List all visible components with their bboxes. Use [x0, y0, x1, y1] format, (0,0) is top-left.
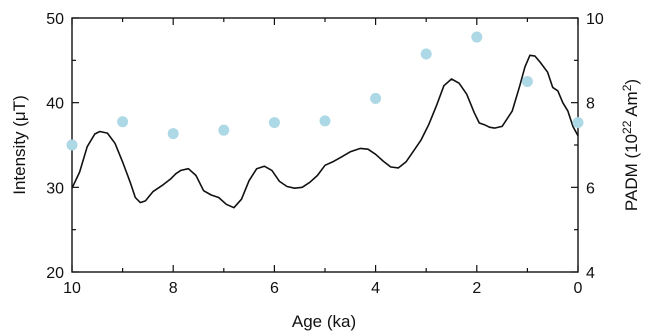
labels: Age (ka) Intensity (μT) PADM (1022 Am2): [10, 79, 641, 331]
y-axis-right-label: PADM (1022 Am2): [620, 79, 641, 211]
y-axis-right-label-unit: Am: [622, 91, 641, 120]
y-left-tick-label: 30: [46, 180, 64, 197]
padm-point: [117, 116, 129, 128]
y-left-tick-label: 50: [46, 11, 64, 28]
x-tick-label: 0: [574, 280, 583, 297]
marks: [66, 31, 584, 209]
x-tick-label: 6: [270, 280, 279, 297]
padm-point: [471, 31, 483, 43]
x-tick-label: 2: [472, 280, 481, 297]
padm-point: [370, 92, 382, 104]
padm-point: [167, 128, 179, 140]
padm-point: [268, 117, 280, 129]
axes: [71, 17, 579, 273]
x-tick-label: 4: [371, 280, 380, 297]
y-axis-left-label: Intensity (μT): [10, 95, 29, 195]
padm-point: [420, 48, 432, 60]
x-axis-label: Age (ka): [292, 312, 356, 331]
padm-point: [319, 115, 331, 127]
x-tick-label: 8: [169, 280, 178, 297]
y-right-tick-label: 8: [586, 96, 595, 113]
plot-frame: [71, 17, 579, 273]
y-right-tick-label: 10: [586, 11, 604, 28]
y-left-tick-label: 40: [46, 96, 64, 113]
padm-point: [218, 124, 230, 136]
y-axis-right-label-unit-exp: 2: [620, 84, 634, 91]
padm-point: [521, 76, 533, 87]
padm-point: [572, 117, 584, 129]
x-tick-label: 10: [63, 280, 81, 297]
padm-point: [66, 139, 78, 151]
y-axis-right-label-close: ): [622, 79, 641, 85]
y-right-tick-label: 4: [586, 265, 595, 282]
y-axis-right-label-exp: 22: [620, 120, 634, 134]
intensity-line: [71, 54, 579, 209]
y-axis-right-label-base: PADM (10: [622, 134, 641, 211]
y-left-tick-label: 20: [46, 265, 64, 282]
y-right-tick-label: 6: [586, 180, 595, 197]
